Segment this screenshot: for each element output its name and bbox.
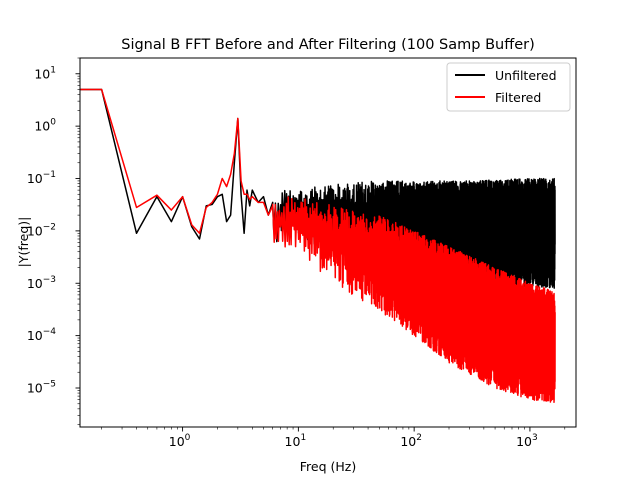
- y-tick-label: 10−1: [27, 170, 56, 186]
- legend-label-unfiltered: Unfiltered: [495, 68, 557, 83]
- x-tick-label: 103: [516, 433, 538, 449]
- chart-title: Signal B FFT Before and After Filtering …: [121, 37, 535, 53]
- y-tick-label: 100: [34, 118, 56, 134]
- x-axis: 100 101 102 103: [101, 427, 566, 449]
- legend: Unfiltered Filtered: [446, 62, 571, 112]
- y-tick-label: 101: [34, 65, 56, 81]
- y-tick-label: 10−2: [27, 222, 56, 238]
- y-tick-label: 10−5: [27, 379, 56, 395]
- series-line-unfiltered: [80, 88, 556, 289]
- x-tick-label: 100: [169, 433, 191, 449]
- x-tick-label: 101: [285, 433, 307, 449]
- y-axis: 10−5 10−4 10−3 10−2 10−1 100 101: [27, 57, 80, 425]
- plot-area: [80, 88, 556, 403]
- y-tick-label: 10−3: [27, 275, 56, 291]
- y-tick-label: 10−4: [27, 327, 56, 343]
- x-tick-label: 102: [400, 433, 422, 449]
- series-line-filtered: [80, 88, 556, 403]
- y-axis-label: |Y(freq)|: [16, 217, 31, 268]
- legend-label-filtered: Filtered: [495, 90, 541, 105]
- x-axis-label: Freq (Hz): [300, 459, 356, 474]
